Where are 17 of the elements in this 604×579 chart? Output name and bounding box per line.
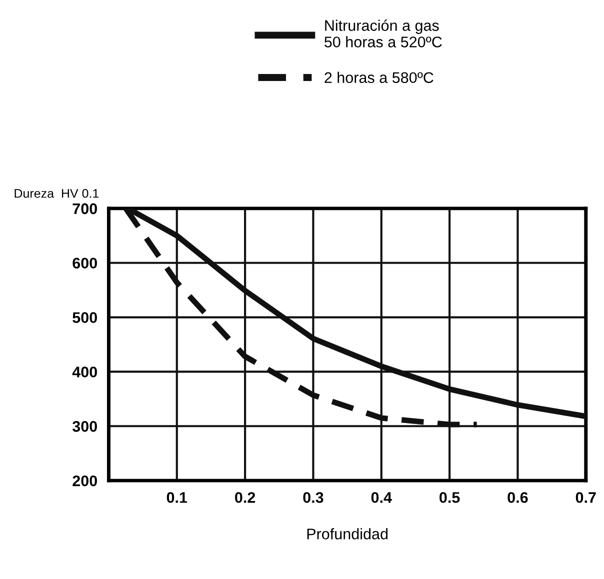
x-tick-label: 0.2 bbox=[235, 492, 256, 503]
x-tick-label: 0.6 bbox=[508, 492, 528, 503]
x-tick-label: 0.5 bbox=[440, 492, 460, 503]
y-tick-label: 200 bbox=[72, 475, 97, 486]
x-tick-label: 0.3 bbox=[303, 492, 324, 503]
y-tick-label: 300 bbox=[72, 421, 97, 432]
y-tick-label: 700 bbox=[72, 203, 97, 214]
legend-label: Nitruración a gas 50 horas a 520ºC bbox=[324, 20, 442, 48]
legend-label: 2 horas a 580ºC bbox=[324, 72, 434, 84]
y-tick-label: 500 bbox=[72, 312, 97, 323]
y-tick-label: 600 bbox=[72, 258, 97, 269]
x-tick-label: 0.4 bbox=[371, 492, 392, 503]
y-axis-title: Dureza HV 0.1 bbox=[14, 188, 99, 198]
x-tick-label: 0.1 bbox=[166, 492, 188, 503]
y-tick-label: 400 bbox=[72, 366, 97, 378]
x-axis-title: Profundidad bbox=[307, 528, 388, 540]
x-tick-label: 0.7 bbox=[576, 492, 596, 503]
